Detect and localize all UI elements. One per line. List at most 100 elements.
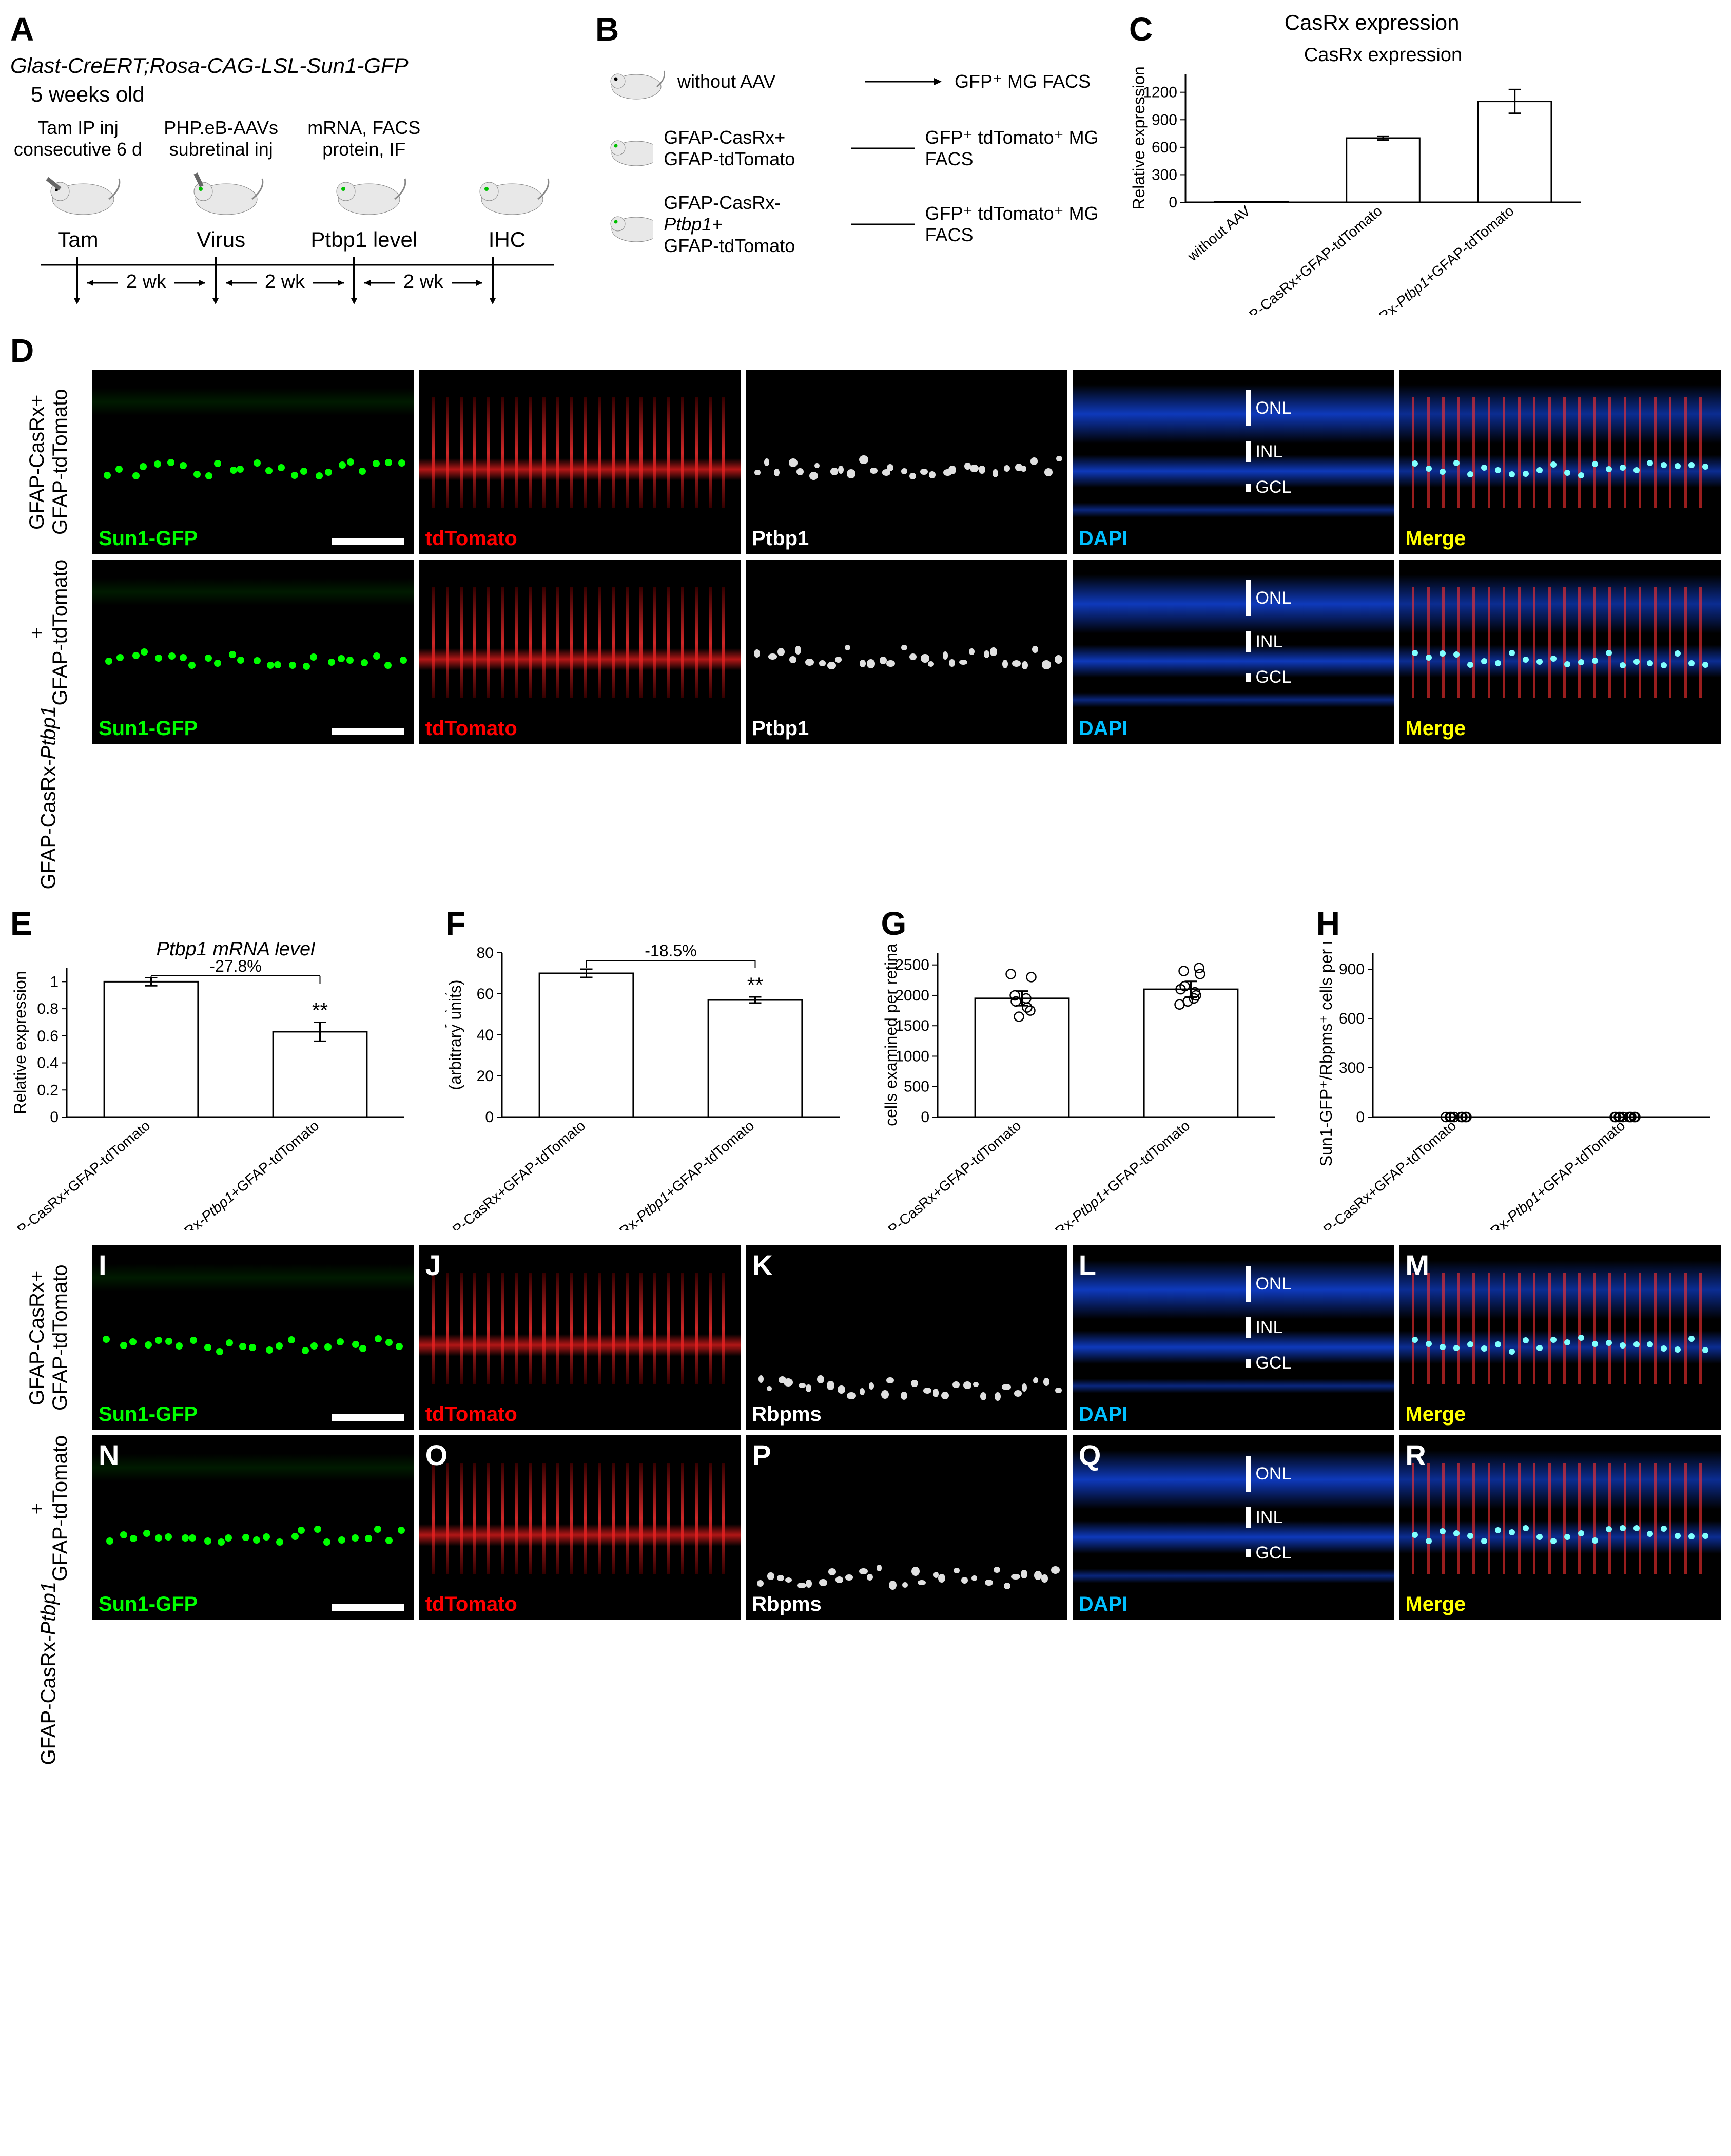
svg-text:20: 20 <box>477 1068 494 1085</box>
micrograph-sun1-gfp: Sun1-GFP <box>92 370 414 554</box>
svg-text:0.2: 0.2 <box>37 1082 59 1099</box>
micrograph-dapi: ONL INL GCLDAPI <box>1073 560 1394 744</box>
chart-h: 0300600900Total numbers ofSun1-GFP⁺/Rbpm… <box>1316 942 1721 1230</box>
svg-text:GFAP-CasRx+GFAP-tdTomato: GFAP-CasRx+GFAP-tdTomato <box>10 1118 153 1230</box>
svg-text:2000: 2000 <box>895 987 929 1004</box>
step-2: mRNA, FACS protein, IF <box>296 117 432 222</box>
svg-text:500: 500 <box>903 1079 929 1095</box>
row-label: GFAP-CasRx+GFAP-tdTomato <box>10 1245 87 1430</box>
svg-text:GFAP-CasRx-Ptbp1+GFAP-tdTomato: GFAP-CasRx-Ptbp1+GFAP-tdTomato <box>999 1118 1193 1230</box>
micrograph-ptbp1: Ptbp1 <box>746 560 1067 744</box>
panel-c-letter: C <box>1129 10 1153 48</box>
svg-text:CasRx expression: CasRx expression <box>1304 48 1462 66</box>
panel-e: E Ptbp1 mRNA level00.20.40.60.81Relative… <box>10 904 415 1230</box>
bar-chart-svg: CasRx expression 0 300 600 900 1200Relative e… <box>1129 48 1591 315</box>
svg-text:**: ** <box>747 974 763 996</box>
step-3 <box>439 117 575 222</box>
svg-text:0: 0 <box>50 1109 59 1126</box>
svg-text:0.8: 0.8 <box>37 1001 59 1018</box>
svg-text:GFAP-CasRx-Ptbp1+GFAP-tdTomato: GFAP-CasRx-Ptbp1+GFAP-tdTomato <box>1324 203 1517 315</box>
figure: A Glast-CreERT;Rosa-CAG-LSL-Sun1-GFP 5 w… <box>10 10 1721 1765</box>
svg-text:-18.5%: -18.5% <box>645 942 697 960</box>
svg-text:GFAP-CasRx+GFAP-tdTomato: GFAP-CasRx+GFAP-tdTomato <box>1316 1118 1459 1230</box>
chart-e: Ptbp1 mRNA level00.20.40.60.81Relative e… <box>10 942 415 1230</box>
svg-text:GFAP-CasRx+GFAP-tdTomato: GFAP-CasRx+GFAP-tdTomato <box>881 1118 1024 1230</box>
svg-text:**: ** <box>312 999 328 1022</box>
panel-c: C CasRx expression CasRx expression 0 300 6… <box>1129 10 1591 316</box>
panel-b-row: GFAP-CasRx+ GFAP-tdTomato GFP⁺ tdTomato⁺… <box>595 125 1108 171</box>
scale-bar <box>332 538 404 545</box>
svg-text:2500: 2500 <box>895 957 929 974</box>
panel-d-letter: D <box>10 332 34 370</box>
bar-chart-svg: Ptbp1 mRNA level00.20.40.60.81Relative e… <box>10 942 415 1230</box>
mouse-icon <box>318 163 410 220</box>
svg-text:GFAP-CasRx+GFAP-tdTomato: GFAP-CasRx+GFAP-tdTomato <box>445 1118 588 1230</box>
svg-text:2 wk: 2 wk <box>265 271 305 293</box>
mid-row: E Ptbp1 mRNA level00.20.40.60.81Relative… <box>10 904 1721 1230</box>
panel-f: F 020406080PTBP1 fluorescnceintensity (%… <box>445 904 850 1230</box>
panel-b-rows: without AAV GFP⁺ MG FACS GFAP-CasRx+ GFA… <box>595 59 1108 257</box>
micrograph-tdtomato: tdTomato <box>419 370 741 554</box>
panel-d-header: D <box>10 332 1721 370</box>
panel-b-row: without AAV GFP⁺ MG FACS <box>595 59 1108 105</box>
svg-text:GFAP-CasRx-Ptbp1+GFAP-tdTomato: GFAP-CasRx-Ptbp1+GFAP-tdTomato <box>1434 1118 1628 1230</box>
arrow-icon <box>848 217 915 232</box>
scale-bar <box>332 1414 404 1421</box>
micrograph-merge: Merge <box>1399 560 1721 744</box>
svg-text:2 wk: 2 wk <box>126 271 167 293</box>
svg-text:1500: 1500 <box>895 1018 929 1035</box>
row-label: GFAP-CasRx-Ptbp1+GFAP-tdTomato <box>10 1435 87 1765</box>
row-label: GFAP-CasRx-Ptbp1+GFAP-tdTomato <box>10 560 87 889</box>
svg-text:GFAP-CasRx+GFAP-tdTomato: GFAP-CasRx+GFAP-tdTomato <box>1224 203 1385 315</box>
svg-text:GFAP-CasRx-Ptbp1+GFAP-tdTomato: GFAP-CasRx-Ptbp1+GFAP-tdTomato <box>564 1118 757 1230</box>
mouse-icon <box>461 163 553 220</box>
svg-text:80: 80 <box>477 945 494 961</box>
timeline-axis: 2 wk 2 wk 2 wk <box>10 252 575 314</box>
step-0: Tam IP inj consecutive 6 d <box>10 117 146 222</box>
micrograph-tdtomato: OtdTomato <box>419 1435 741 1620</box>
genotype: Glast-CreERT;Rosa-CAG-LSL-Sun1-GFP <box>10 53 575 78</box>
svg-text:300: 300 <box>1152 166 1177 183</box>
svg-text:600: 600 <box>1152 139 1177 156</box>
panel-a-letter: A <box>10 11 34 48</box>
bar-chart-svg: 0300600900Total numbers ofSun1-GFP⁺/Rbpm… <box>1316 942 1721 1230</box>
row-label: GFAP-CasRx+GFAP-tdTomato <box>10 370 87 554</box>
svg-text:600: 600 <box>1339 1010 1365 1027</box>
micrograph-merge: Merge <box>1399 370 1721 554</box>
svg-text:1: 1 <box>50 974 59 991</box>
chart-f: 020406080PTBP1 fluorescnceintensity (%)(… <box>445 942 850 1230</box>
mouse-icon <box>595 59 667 105</box>
svg-text:1200: 1200 <box>1143 84 1177 101</box>
svg-text:cells examined per retina: cells examined per retina <box>882 944 900 1126</box>
micrograph-dapi: ONL INL GCLQDAPI <box>1073 1435 1394 1620</box>
micrograph-ptbp1: Ptbp1 <box>746 370 1067 554</box>
panel-b: B without AAV GFP⁺ MG FACS GFAP-CasRx+ G… <box>595 10 1108 316</box>
panel-d-grid: GFAP-CasRx+GFAP-tdTomatoSun1-GFPtdTomato… <box>10 370 1721 889</box>
bar-chart-svg: 020406080PTBP1 fluorescnceintensity (%)(… <box>445 942 850 1230</box>
chart-g: 05001000150020002500Total numbers of Sun… <box>881 942 1286 1230</box>
micrograph-dapi: ONL INL GCLLDAPI <box>1073 1245 1394 1430</box>
svg-text:0.4: 0.4 <box>37 1055 59 1072</box>
chart-c: CasRx expression 0 300 600 900 1200Relative e… <box>1129 48 1591 315</box>
svg-text:900: 900 <box>1152 111 1177 128</box>
timeline-labels: Tam Virus Ptbp1 level IHC <box>10 227 575 252</box>
panel-b-letter: B <box>595 11 619 48</box>
svg-text:0.6: 0.6 <box>37 1028 59 1045</box>
micrograph-rbpms: KRbpms <box>746 1245 1067 1430</box>
panel-h: H 0300600900Total numbers ofSun1-GFP⁺/Rb… <box>1316 904 1721 1230</box>
svg-text:1000: 1000 <box>895 1048 929 1065</box>
micrograph-tdtomato: JtdTomato <box>419 1245 741 1430</box>
svg-text:-27.8%: -27.8% <box>209 957 261 975</box>
mouse-icon <box>32 163 124 220</box>
svg-text:Relative expression: Relative expression <box>11 971 29 1114</box>
micrograph-merge: MMerge <box>1399 1245 1721 1430</box>
svg-text:0: 0 <box>1169 194 1177 211</box>
svg-text:60: 60 <box>477 986 494 1003</box>
micrograph-merge: RMerge <box>1399 1435 1721 1620</box>
mouse-icon <box>175 163 267 220</box>
panel-g: G 05001000150020002500Total numbers of S… <box>881 904 1286 1230</box>
panel-c-title: CasRx expression <box>1153 10 1591 48</box>
svg-text:40: 40 <box>477 1027 494 1044</box>
svg-text:Relative expression: Relative expression <box>1130 66 1148 209</box>
svg-text:without AAV: without AAV <box>1184 203 1253 264</box>
